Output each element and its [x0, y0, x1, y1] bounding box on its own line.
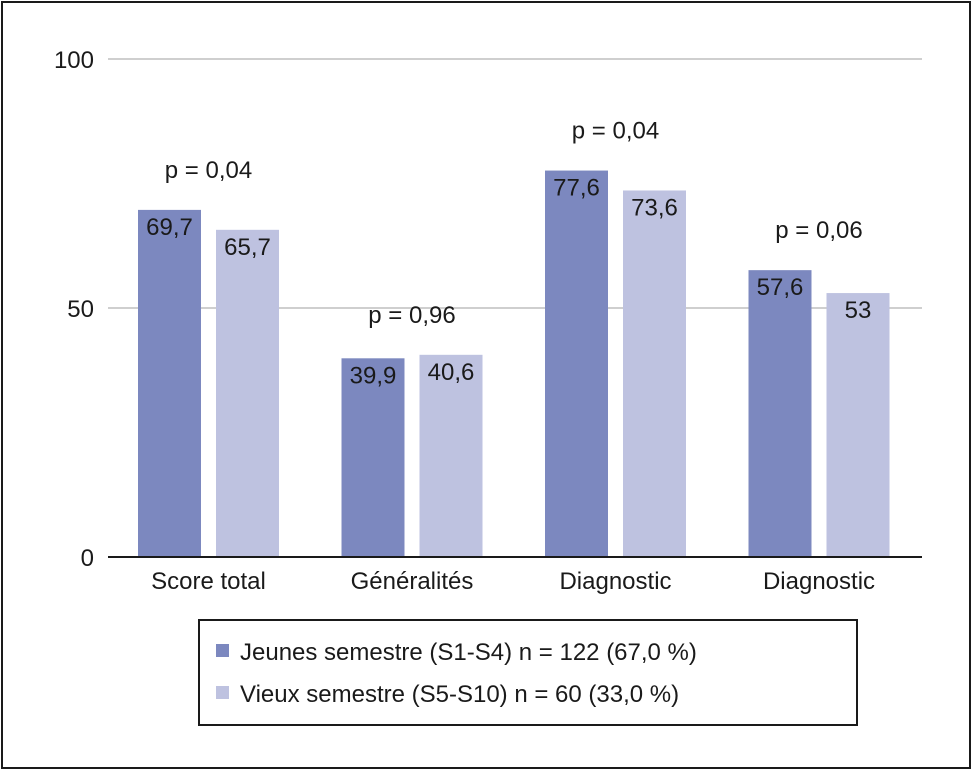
p-value-label: p = 0,96: [368, 302, 455, 329]
bar: [748, 270, 812, 557]
bar: [545, 170, 608, 557]
legend-swatch-jeunes: [216, 644, 229, 657]
x-category-label: Diagnostic: [763, 568, 875, 595]
x-category-label: Diagnostic: [559, 568, 671, 595]
x-category-label: Score total: [151, 568, 266, 595]
bar: [826, 293, 890, 557]
legend: Jeunes semestre (S1-S4) n = 122 (67,0 %)…: [198, 619, 858, 726]
value-labels: 69,7 65,7 39,9 40,6 77,6 73,6 57,6 53: [146, 175, 871, 390]
bar: [216, 229, 279, 557]
p-value-label: p = 0,06: [775, 217, 862, 244]
legend-swatch-vieux: [216, 686, 229, 699]
bar: [419, 354, 483, 557]
legend-label-jeunes: Jeunes semestre (S1-S4) n = 122 (67,0 %): [240, 639, 697, 666]
bar-value-label: 69,7: [146, 214, 193, 241]
bar: [138, 209, 201, 558]
p-value-label: p = 0,04: [572, 118, 659, 145]
bar-value-label: 40,6: [428, 359, 475, 386]
bar-value-label: 39,9: [350, 362, 397, 389]
bar-value-label: 53: [845, 297, 872, 324]
y-tick-label: 0: [81, 545, 94, 572]
legend-label-vieux: Vieux semestre (S5-S10) n = 60 (33,0 %): [240, 681, 679, 708]
bar: [623, 190, 686, 558]
y-axis-ticks: 0 50 100: [54, 47, 94, 572]
y-tick-label: 50: [67, 296, 94, 323]
bar-value-label: 65,7: [224, 234, 271, 261]
bar-value-label: 77,6: [553, 175, 600, 202]
bar-value-label: 73,6: [631, 194, 678, 221]
bar-value-label: 57,6: [757, 274, 804, 301]
bar: [341, 358, 405, 557]
legend-box: [198, 619, 858, 726]
p-value-label: p = 0,04: [165, 157, 252, 184]
p-value-annotations: p = 0,04 p = 0,96 p = 0,04 p = 0,06: [165, 118, 863, 329]
y-tick-label: 100: [54, 47, 94, 74]
x-category-label: Généralités: [351, 568, 474, 595]
x-axis-categories: Score total Généralités Diagnostic Diagnost…: [151, 568, 875, 595]
bars: [138, 170, 890, 558]
